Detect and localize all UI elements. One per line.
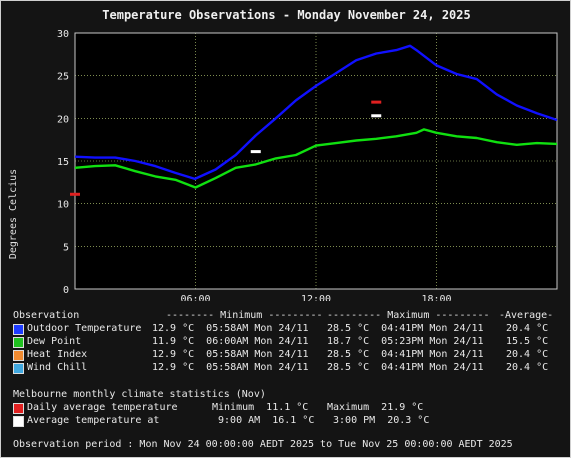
climate-maximum: 3:00 PM 20.3 °C	[327, 415, 430, 426]
climate-marker	[70, 192, 80, 196]
y-tick-label: 5	[63, 242, 69, 253]
legend-minimum: 12.9 °C 05:58AM Mon 24/11	[152, 362, 309, 373]
y-axis-label: Degrees Celcius	[8, 168, 19, 260]
climate-swatch	[13, 403, 24, 414]
series-line	[74, 128, 558, 189]
climate-heading: Melbourne monthly climate statistics (No…	[13, 389, 266, 400]
legend-swatch	[13, 337, 24, 348]
climate-maximum: Maximum 21.9 °C	[327, 402, 424, 413]
legend-maximum: 28.5 °C 04:41PM Mon 24/11	[327, 349, 484, 360]
temperature-chart: 0 5 10 15 20 25 30 06:00 12:00 18:00	[57, 29, 558, 301]
x-tick-label: 12:00	[301, 294, 331, 301]
plot-border	[74, 32, 558, 290]
series-line	[74, 44, 558, 181]
y-tick-label: 15	[57, 157, 69, 168]
legend-header-average: -Average-	[499, 310, 554, 321]
legend-label: Heat Index	[27, 349, 88, 360]
y-tick-label: 30	[57, 29, 69, 40]
legend-minimum: 12.9 °C 05:58AM Mon 24/11	[152, 323, 309, 334]
climate-label: Daily average temperature	[27, 402, 178, 413]
y-tick-label: 25	[57, 72, 69, 83]
legend-header-observation: Observation	[13, 310, 80, 321]
climate-minimum: Minimum 11.1 °C	[212, 402, 309, 413]
legend-average: 15.5 °C	[506, 336, 549, 347]
legend-maximum: 28.5 °C 04:41PM Mon 24/11	[327, 362, 484, 373]
legend-label: Dew Point	[27, 336, 82, 347]
chart-title: Temperature Observations - Monday Novemb…	[102, 8, 471, 22]
y-tick-label: 10	[57, 200, 69, 211]
legend-header-maximum: --------- Maximum ---------	[327, 310, 490, 321]
x-tick-label: 06:00	[180, 294, 210, 301]
legend-average: 20.4 °C	[506, 323, 549, 334]
y-tick-label: 0	[63, 285, 69, 296]
legend-swatch	[13, 363, 24, 374]
legend-average: 20.4 °C	[506, 362, 549, 373]
legend-maximum: 28.5 °C 04:41PM Mon 24/11	[327, 323, 484, 334]
climate-marker	[371, 100, 382, 104]
legend-minimum: 11.9 °C 06:00AM Mon 24/11	[152, 336, 309, 347]
climate-marker	[371, 114, 382, 118]
legend-minimum: 12.9 °C 05:58AM Mon 24/11	[152, 349, 309, 360]
legend-label: Outdoor Temperature	[27, 323, 142, 334]
legend-average: 20.4 °C	[506, 349, 549, 360]
climate-label: Average temperature at	[27, 415, 160, 426]
legend-label: Wind Chill	[27, 362, 88, 373]
climate-marker	[250, 150, 261, 154]
legend-header-minimum: -------- Minimum ---------	[166, 310, 323, 321]
climate-minimum: 9:00 AM 16.1 °C	[212, 415, 315, 426]
legend-swatch	[13, 350, 24, 361]
climate-swatch	[13, 416, 24, 427]
x-tick-label: 18:00	[421, 294, 451, 301]
legend-maximum: 18.7 °C 05:23PM Mon 24/11	[327, 336, 484, 347]
legend-swatch	[13, 324, 24, 335]
observation-period: Observation period : Mon Nov 24 00:00:00…	[13, 439, 513, 450]
y-tick-label: 20	[57, 114, 69, 125]
